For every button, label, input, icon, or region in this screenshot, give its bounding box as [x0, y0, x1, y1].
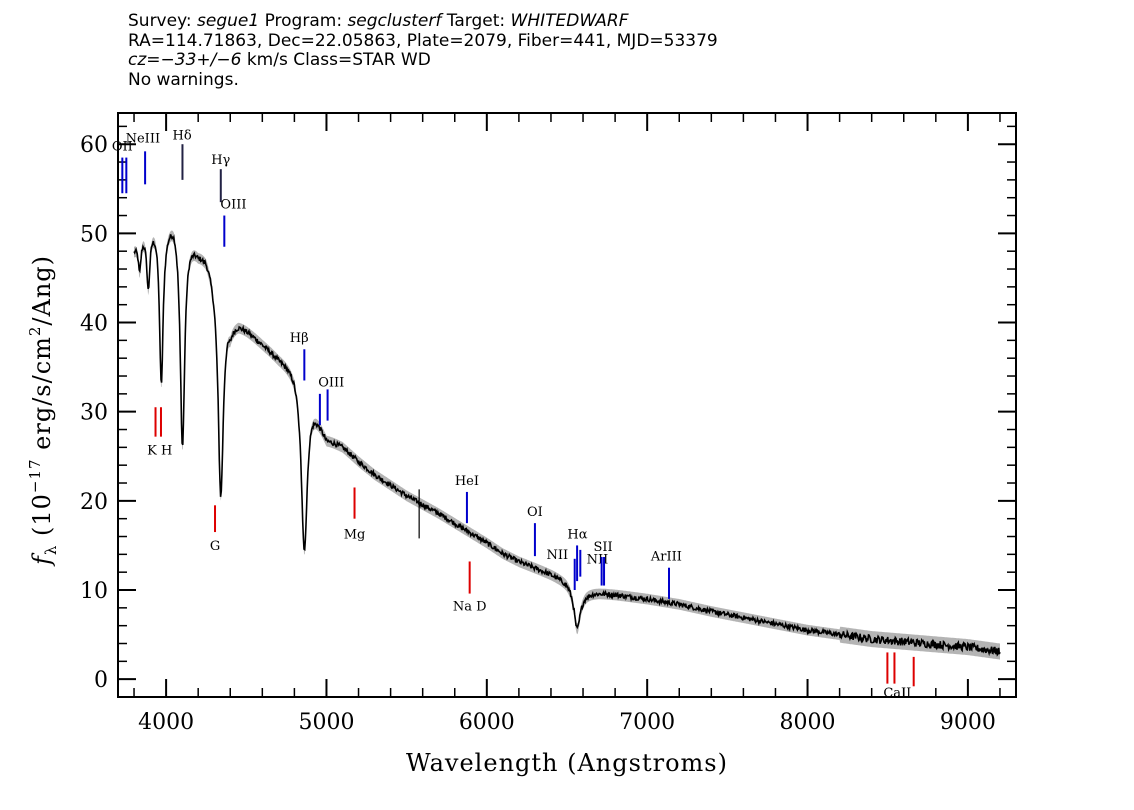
survey-value: segue1 [197, 11, 260, 31]
line-marker-label: NII [547, 548, 569, 563]
line-marker-label: Mg [344, 527, 366, 542]
line-marker-label: CaII [883, 686, 911, 701]
line-marker-label: G [210, 539, 220, 554]
x-tick-label: 8000 [780, 710, 836, 735]
x-axis-title: Wavelength (Angstroms) [406, 749, 728, 777]
y-tick-label: 10 [80, 579, 108, 604]
header-line-coordinates: RA=114.71863, Dec=22.05863, Plate=2079, … [128, 30, 718, 51]
line-marker-label: HeI [455, 474, 479, 489]
x-tick-label: 5000 [298, 710, 354, 735]
line-marker-label: Hδ [173, 129, 192, 144]
survey-label: Survey: [128, 11, 198, 31]
line-marker-label: NeIII [126, 131, 160, 146]
spectrum-line [133, 234, 1001, 657]
y-tick-label: 0 [94, 668, 108, 693]
y-axis-title: fλ (10−17 erg/s/cm2/Ang) [26, 255, 60, 567]
header-line-survey: Survey: segue1 Program: segclusterf Targ… [128, 11, 1028, 32]
y-tick-label: 40 [80, 312, 108, 337]
class-text: km/s Class=STAR WD [241, 50, 431, 70]
spectrum-header: Survey: segue1 Program: segclusterf Targ… [128, 11, 1028, 90]
line-marker-label: OIII [220, 197, 246, 212]
target-value: WHITEDWARF [510, 11, 629, 31]
program-value: segclusterf [347, 11, 442, 31]
program-label: Program: [259, 11, 348, 31]
cz-value: =−33+/−6 [146, 50, 242, 70]
target-label: Target: [441, 11, 511, 31]
y-tick-label: 50 [80, 222, 108, 247]
spectrum-series [133, 234, 1001, 657]
header-line-redshift: cz=−33+/−6 km/s Class=STAR WD [128, 50, 1028, 71]
line-marker-label: Hγ [211, 153, 230, 168]
line-marker-label: Na D [453, 600, 487, 615]
line-marker-label: ArIII [650, 550, 682, 565]
y-tick-label: 30 [80, 401, 108, 426]
y-tick-label: 60 [80, 133, 108, 158]
x-tick-label: 6000 [459, 710, 515, 735]
error-band-area [134, 230, 1000, 660]
error-band [134, 230, 1000, 660]
x-tick-label: 4000 [138, 710, 194, 735]
x-tick-label: 9000 [940, 710, 996, 735]
line-marker-label: Hβ [290, 331, 309, 346]
cz-label: cz [128, 50, 147, 70]
line-marker-label: K H [147, 443, 172, 458]
line-marker-label: SII [593, 540, 612, 555]
plot-frame [117, 112, 1017, 698]
line-marker-label: NII [587, 552, 609, 567]
axis-ticks: 4000 5000 6000 7000 8000 9000 0 10 20 30 40 50 60 [80, 113, 1016, 735]
line-marker-label: Hα [567, 527, 587, 542]
line-marker-label: OIII [318, 376, 344, 391]
header-line-warnings: No warnings. [128, 69, 239, 90]
line-marker-label: OI [527, 505, 543, 520]
y-tick-label: 20 [80, 490, 108, 515]
x-tick-label: 7000 [619, 710, 675, 735]
